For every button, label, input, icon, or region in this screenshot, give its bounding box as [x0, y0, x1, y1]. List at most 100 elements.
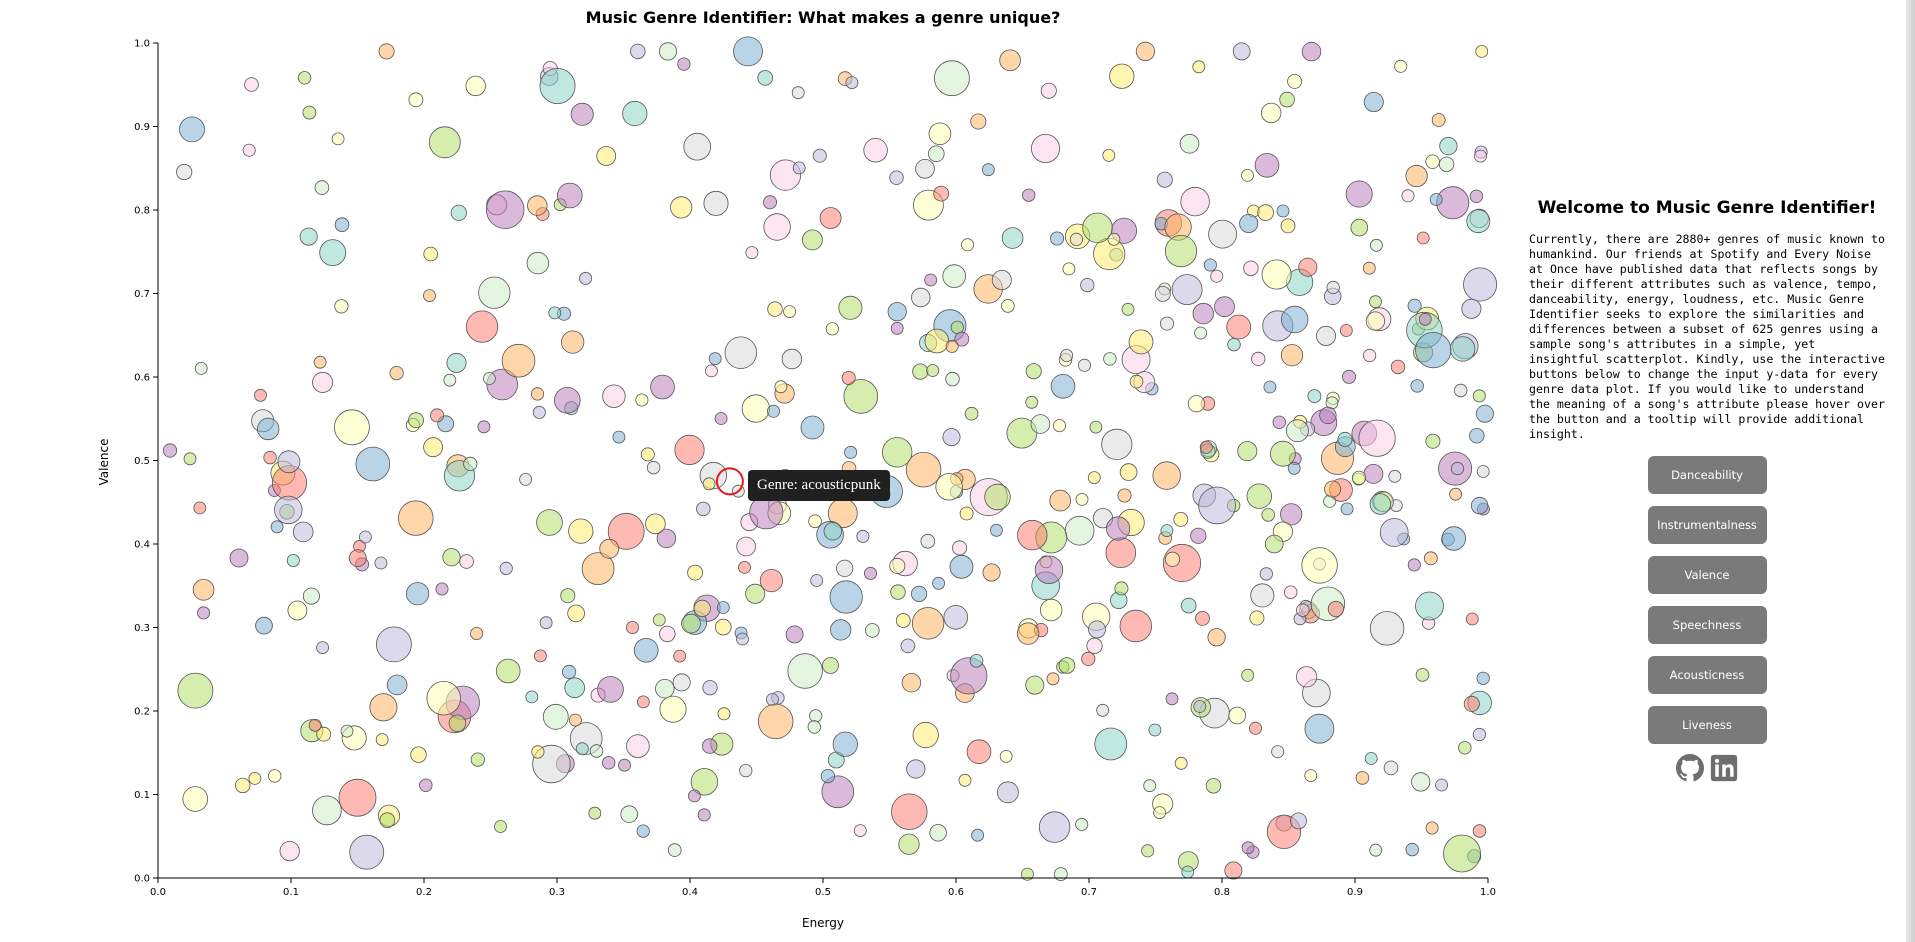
- genre-point[interactable]: [1046, 672, 1060, 686]
- genre-point[interactable]: [697, 808, 711, 822]
- genre-point[interactable]: [463, 456, 478, 471]
- genre-point[interactable]: [194, 361, 208, 375]
- genre-point[interactable]: [693, 599, 711, 618]
- genre-point[interactable]: [1165, 692, 1179, 706]
- genre-point[interactable]: [895, 613, 911, 628]
- genre-point[interactable]: [763, 195, 778, 210]
- genre-point[interactable]: [636, 824, 650, 838]
- genre-point[interactable]: [408, 92, 424, 108]
- genre-point[interactable]: [448, 714, 467, 733]
- genre-point[interactable]: [1086, 637, 1103, 655]
- genre-point[interactable]: [820, 768, 836, 784]
- genre-point[interactable]: [949, 554, 974, 579]
- genre-point[interactable]: [787, 653, 823, 689]
- genre-point[interactable]: [959, 506, 974, 521]
- genre-point[interactable]: [1363, 92, 1384, 113]
- genre-point[interactable]: [560, 588, 576, 604]
- genre-point[interactable]: [912, 363, 929, 380]
- genre-point[interactable]: [969, 653, 984, 668]
- genre-point[interactable]: [334, 217, 350, 233]
- genre-point[interactable]: [378, 43, 395, 60]
- genre-point[interactable]: [890, 321, 904, 335]
- genre-point[interactable]: [683, 132, 711, 161]
- genre-point[interactable]: [696, 501, 711, 517]
- genre-point[interactable]: [589, 744, 604, 758]
- genre-point[interactable]: [486, 190, 525, 229]
- genre-point[interactable]: [792, 161, 806, 175]
- genre-point[interactable]: [1226, 314, 1252, 340]
- genre-point[interactable]: [1415, 668, 1430, 682]
- genre-point[interactable]: [767, 404, 781, 418]
- genre-point[interactable]: [656, 528, 677, 549]
- genre-point[interactable]: [1141, 844, 1155, 858]
- genre-point[interactable]: [1060, 348, 1074, 362]
- genre-point[interactable]: [1040, 82, 1057, 99]
- genre-point[interactable]: [1401, 189, 1415, 203]
- genre-point[interactable]: [633, 637, 659, 663]
- genre-point[interactable]: [981, 163, 995, 177]
- genre-point[interactable]: [1053, 419, 1067, 433]
- genre-point[interactable]: [313, 355, 327, 369]
- genre-point[interactable]: [935, 473, 963, 501]
- genre-point[interactable]: [1458, 741, 1472, 755]
- genre-point[interactable]: [1280, 305, 1309, 334]
- genre-point[interactable]: [1469, 428, 1485, 444]
- genre-point[interactable]: [308, 718, 322, 732]
- genre-point[interactable]: [349, 834, 385, 870]
- genre-point[interactable]: [829, 580, 863, 614]
- genre-point[interactable]: [1449, 336, 1476, 362]
- genre-point[interactable]: [526, 251, 550, 275]
- genre-point[interactable]: [933, 185, 950, 202]
- genre-point[interactable]: [1129, 374, 1144, 389]
- genre-point[interactable]: [763, 213, 791, 241]
- genre-point[interactable]: [950, 320, 964, 334]
- genre-point[interactable]: [602, 756, 616, 770]
- genre-point[interactable]: [314, 180, 330, 195]
- genre-point[interactable]: [561, 664, 577, 680]
- genre-point[interactable]: [599, 538, 620, 559]
- genre-point[interactable]: [1301, 547, 1338, 584]
- genre-point[interactable]: [1276, 204, 1290, 218]
- genre-point[interactable]: [1394, 59, 1408, 73]
- genre-point[interactable]: [1345, 180, 1373, 208]
- genre-point[interactable]: [561, 330, 585, 354]
- genre-point[interactable]: [575, 742, 589, 756]
- genre-point[interactable]: [1369, 493, 1392, 515]
- genre-point[interactable]: [823, 522, 843, 541]
- genre-point[interactable]: [430, 408, 445, 423]
- genre-point[interactable]: [1326, 280, 1340, 295]
- genre-point[interactable]: [1469, 189, 1484, 204]
- genre-point[interactable]: [446, 352, 467, 373]
- genre-point[interactable]: [1192, 60, 1206, 74]
- genre-point[interactable]: [355, 446, 391, 482]
- genre-point[interactable]: [316, 641, 330, 654]
- genre-point[interactable]: [716, 601, 730, 614]
- genre-point[interactable]: [423, 437, 444, 458]
- genre-point[interactable]: [1340, 502, 1354, 516]
- genre-point[interactable]: [853, 824, 867, 837]
- genre-point[interactable]: [690, 768, 719, 796]
- genre-point[interactable]: [1017, 519, 1048, 551]
- speechness-button[interactable]: Speechness: [1647, 606, 1767, 644]
- genre-point[interactable]: [340, 724, 354, 738]
- genre-point[interactable]: [1407, 558, 1421, 572]
- genre-point[interactable]: [1263, 380, 1277, 394]
- genre-point[interactable]: [1363, 463, 1384, 484]
- genre-point[interactable]: [443, 373, 457, 387]
- genre-point[interactable]: [1096, 703, 1110, 717]
- genre-point[interactable]: [901, 673, 922, 693]
- genre-point[interactable]: [1429, 193, 1443, 206]
- genre-point[interactable]: [1365, 311, 1386, 331]
- genre-point[interactable]: [597, 676, 624, 703]
- genre-point[interactable]: [1102, 148, 1116, 162]
- genre-point[interactable]: [942, 264, 966, 288]
- genre-point[interactable]: [650, 374, 675, 400]
- genre-point[interactable]: [287, 600, 308, 621]
- genre-point[interactable]: [1020, 867, 1034, 881]
- genre-point[interactable]: [1241, 668, 1255, 682]
- genre-point[interactable]: [1342, 369, 1357, 384]
- genre-point[interactable]: [1470, 496, 1489, 515]
- genre-point[interactable]: [741, 394, 770, 423]
- genre-point[interactable]: [1193, 700, 1207, 713]
- genre-point[interactable]: [331, 132, 345, 146]
